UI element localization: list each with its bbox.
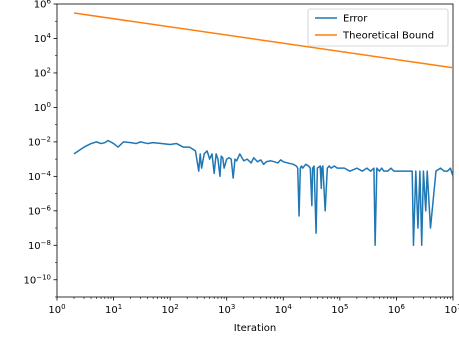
legend-box [307, 8, 449, 47]
y-tick-label: 10−4 [28, 170, 52, 183]
legend-label-error: Error [343, 14, 368, 25]
x-axis-label: Iteration [234, 323, 276, 334]
x-tick-label: 106 [388, 303, 406, 316]
x-tick-label: 101 [105, 303, 122, 316]
y-tick-label: 10−2 [28, 135, 51, 148]
x-axis-ticks: 100 101 102 103 104 105 106 107 [48, 297, 459, 316]
x-tick-label: 104 [275, 303, 293, 316]
y-tick-label: 106 [34, 0, 52, 11]
x-tick-label: 107 [444, 303, 459, 316]
x-tick-label: 103 [218, 303, 235, 316]
y-tick-label: 102 [34, 66, 51, 79]
y-tick-label: 104 [34, 32, 52, 45]
x-tick-label: 100 [48, 303, 65, 316]
y-axis-ticks: 10−10 10−8 10−6 10−4 10−2 100 102 104 106 [23, 0, 57, 298]
legend: Error Theoretical Bound [307, 8, 449, 47]
y-tick-label: 10−6 [28, 204, 52, 217]
series-line-error [73, 139, 454, 247]
series-line-theoretical-bound [73, 12, 454, 69]
legend-label-theoretical-bound: Theoretical Bound [342, 31, 434, 42]
y-tick-label: 10−10 [23, 273, 51, 286]
series-layer [73, 12, 454, 247]
y-tick-label: 100 [34, 101, 51, 114]
plot-area [56, 3, 454, 298]
x-tick-label: 102 [162, 303, 179, 316]
x-tick-label: 105 [331, 303, 348, 316]
y-tick-label: 10−8 [28, 239, 51, 252]
plot-frame [56, 3, 454, 298]
